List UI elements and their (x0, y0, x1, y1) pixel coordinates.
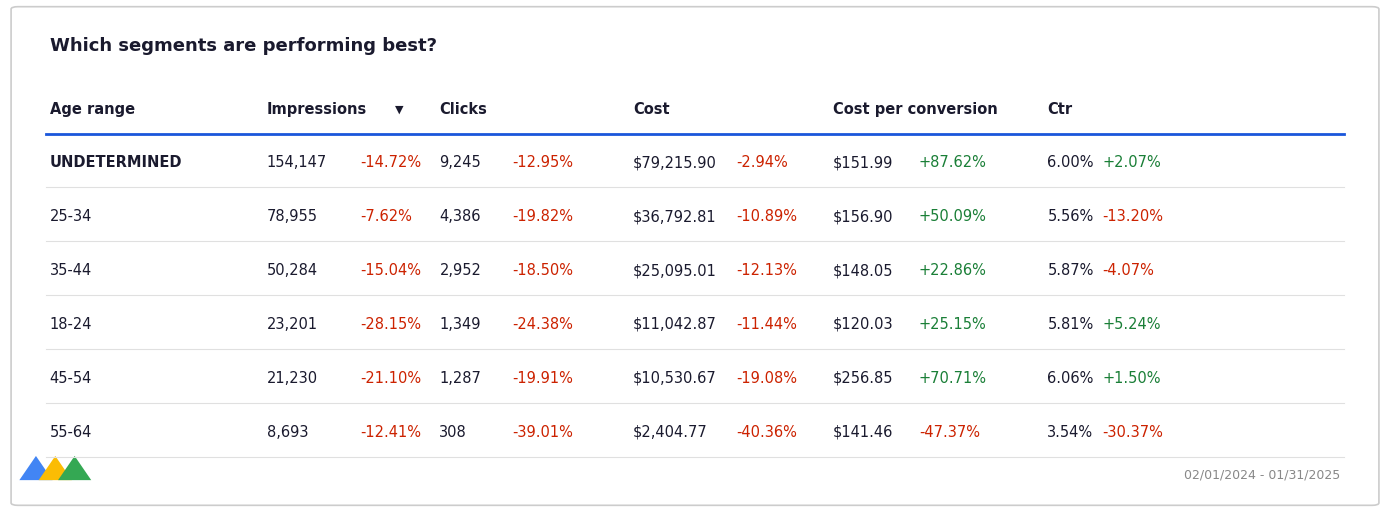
Text: $256.85: $256.85 (833, 371, 894, 386)
Text: 21,230: 21,230 (267, 371, 318, 386)
Text: -12.41%: -12.41% (360, 425, 421, 440)
Text: -39.01%: -39.01% (513, 425, 574, 440)
Polygon shape (19, 456, 53, 480)
Text: 6.00%: 6.00% (1047, 155, 1094, 170)
Text: 8,693: 8,693 (267, 425, 309, 440)
Polygon shape (58, 456, 92, 480)
Text: Age range: Age range (50, 102, 135, 117)
Text: -4.07%: -4.07% (1102, 263, 1155, 278)
Text: -18.50%: -18.50% (513, 263, 574, 278)
Text: -30.37%: -30.37% (1102, 425, 1163, 440)
Text: -12.13%: -12.13% (737, 263, 798, 278)
Text: Clicks: Clicks (439, 102, 488, 117)
Text: -19.08%: -19.08% (737, 371, 798, 386)
Text: 5.81%: 5.81% (1047, 317, 1094, 332)
Text: Cost: Cost (632, 102, 670, 117)
Text: 2,952: 2,952 (439, 263, 481, 278)
Text: -21.10%: -21.10% (360, 371, 421, 386)
Text: Impressions: Impressions (267, 102, 367, 117)
Text: 5.56%: 5.56% (1047, 209, 1094, 224)
Text: -15.04%: -15.04% (360, 263, 421, 278)
Text: -13.20%: -13.20% (1102, 209, 1163, 224)
Text: Ctr: Ctr (1047, 102, 1073, 117)
Text: +25.15%: +25.15% (919, 317, 987, 332)
Text: +1.50%: +1.50% (1102, 371, 1161, 386)
Text: $10,530.67: $10,530.67 (632, 371, 717, 386)
Text: 50,284: 50,284 (267, 263, 318, 278)
Text: 154,147: 154,147 (267, 155, 327, 170)
Text: 18-24: 18-24 (50, 317, 92, 332)
Text: -28.15%: -28.15% (360, 317, 421, 332)
Text: $156.90: $156.90 (833, 209, 894, 224)
Text: $2,404.77: $2,404.77 (632, 425, 708, 440)
Text: $141.46: $141.46 (833, 425, 894, 440)
Text: $36,792.81: $36,792.81 (632, 209, 716, 224)
Text: +70.71%: +70.71% (919, 371, 987, 386)
Text: -2.94%: -2.94% (737, 155, 788, 170)
Text: 308: 308 (439, 425, 467, 440)
Text: $120.03: $120.03 (833, 317, 894, 332)
Text: $151.99: $151.99 (833, 155, 894, 170)
Text: -14.72%: -14.72% (360, 155, 421, 170)
Text: Which segments are performing best?: Which segments are performing best? (50, 37, 436, 55)
Text: $11,042.87: $11,042.87 (632, 317, 717, 332)
Text: -11.44%: -11.44% (737, 317, 798, 332)
Text: +50.09%: +50.09% (919, 209, 987, 224)
Text: -47.37%: -47.37% (919, 425, 980, 440)
Text: 1,287: 1,287 (439, 371, 481, 386)
Text: Cost per conversion: Cost per conversion (833, 102, 998, 117)
Text: 45-54: 45-54 (50, 371, 92, 386)
Text: 25-34: 25-34 (50, 209, 92, 224)
Text: 55-64: 55-64 (50, 425, 92, 440)
Text: 6.06%: 6.06% (1047, 371, 1094, 386)
Text: -24.38%: -24.38% (513, 317, 574, 332)
Text: 5.87%: 5.87% (1047, 263, 1094, 278)
Text: +22.86%: +22.86% (919, 263, 987, 278)
Text: +2.07%: +2.07% (1102, 155, 1161, 170)
Text: 1,349: 1,349 (439, 317, 481, 332)
Text: -19.91%: -19.91% (513, 371, 574, 386)
Text: UNDETERMINED: UNDETERMINED (50, 155, 182, 170)
Polygon shape (39, 456, 72, 480)
Text: 35-44: 35-44 (50, 263, 92, 278)
Text: +5.24%: +5.24% (1102, 317, 1161, 332)
Text: ▼: ▼ (395, 105, 403, 115)
Text: -10.89%: -10.89% (737, 209, 798, 224)
Text: +87.62%: +87.62% (919, 155, 987, 170)
Text: $148.05: $148.05 (833, 263, 894, 278)
Text: -7.62%: -7.62% (360, 209, 413, 224)
Text: $25,095.01: $25,095.01 (632, 263, 717, 278)
Text: 02/01/2024 - 01/31/2025: 02/01/2024 - 01/31/2025 (1184, 468, 1340, 482)
Text: 9,245: 9,245 (439, 155, 481, 170)
Text: -40.36%: -40.36% (737, 425, 798, 440)
Text: -12.95%: -12.95% (513, 155, 574, 170)
Text: 3.54%: 3.54% (1047, 425, 1094, 440)
Text: 23,201: 23,201 (267, 317, 318, 332)
Text: -19.82%: -19.82% (513, 209, 574, 224)
Text: $79,215.90: $79,215.90 (632, 155, 717, 170)
Text: 78,955: 78,955 (267, 209, 318, 224)
Text: 4,386: 4,386 (439, 209, 481, 224)
